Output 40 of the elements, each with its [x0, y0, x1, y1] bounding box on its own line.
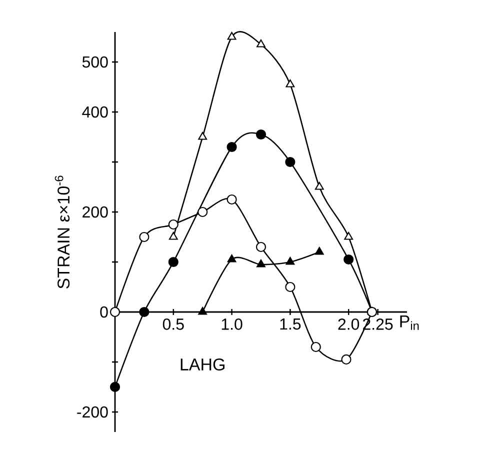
- y-axis-title: STRAIN ε×10$^{-6}$: [54, 176, 70, 288]
- point: [198, 306, 208, 315]
- point: [344, 232, 354, 240]
- x-axis-title: P$_{in}$: [400, 316, 419, 330]
- point: [226, 142, 237, 152]
- y-tick-label: 200: [82, 206, 108, 218]
- point: [341, 354, 352, 365]
- point: [285, 156, 296, 168]
- point: [314, 246, 324, 255]
- point: [139, 306, 150, 318]
- point: [256, 129, 266, 140]
- y-tick-label: 0: [100, 306, 108, 318]
- point: [110, 382, 120, 392]
- point: [286, 79, 295, 88]
- y-tick-label: 400: [82, 106, 108, 118]
- point: [256, 242, 266, 252]
- y-tick-label: 500: [82, 56, 108, 68]
- point: [256, 259, 266, 268]
- x-tick-label: 1.5: [280, 318, 301, 330]
- point: [110, 306, 120, 318]
- point: [227, 32, 236, 40]
- point: [285, 282, 296, 292]
- point: [198, 206, 208, 218]
- point: [256, 39, 266, 48]
- point: [314, 182, 324, 190]
- x-tick-label: 0.5: [162, 318, 184, 330]
- point: [168, 232, 178, 240]
- point: [227, 254, 236, 262]
- x-tick-label: 1.0: [222, 318, 242, 330]
- point: [344, 254, 354, 265]
- point: [198, 132, 208, 140]
- point: [168, 256, 178, 268]
- y-tick-label: -200: [77, 406, 108, 418]
- x-tick-label: 2.0: [338, 318, 360, 330]
- point: [226, 194, 237, 205]
- point: [310, 342, 321, 352]
- point: [168, 219, 178, 230]
- point: [139, 232, 150, 242]
- annotation: LAHG: [180, 358, 224, 371]
- point: [286, 256, 295, 265]
